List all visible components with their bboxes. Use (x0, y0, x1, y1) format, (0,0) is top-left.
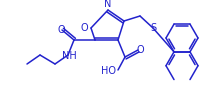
Text: O: O (57, 25, 65, 35)
Text: O: O (136, 45, 144, 55)
Text: N: N (104, 0, 112, 9)
Text: NH: NH (62, 51, 76, 61)
Text: S: S (150, 23, 156, 33)
Text: HO: HO (101, 66, 116, 76)
Text: O: O (80, 23, 88, 33)
